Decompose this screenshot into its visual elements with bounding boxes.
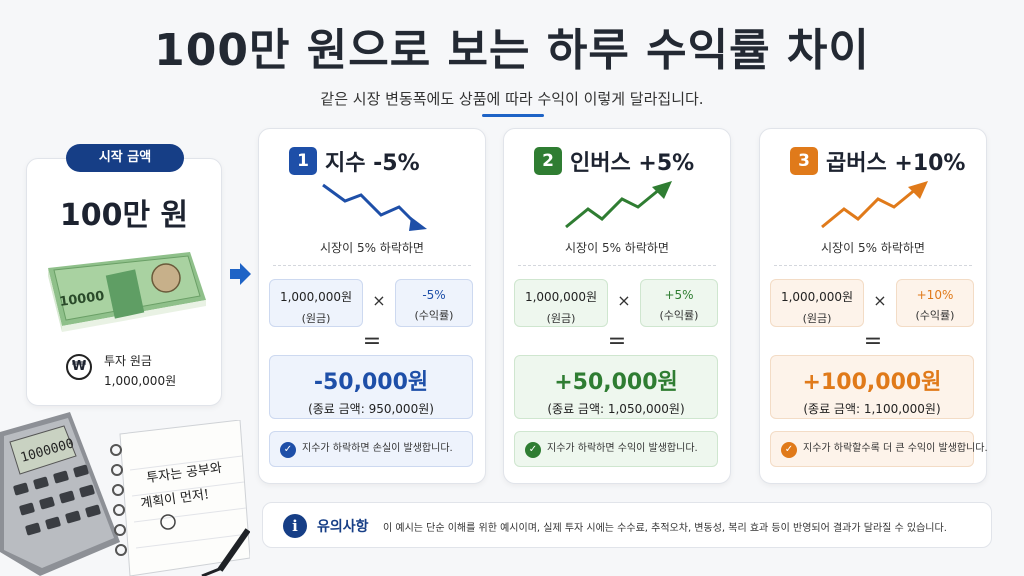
- note-text: 지수가 하락하면 수익이 발생합니다.: [547, 443, 698, 454]
- rate-value: -5%: [422, 288, 446, 302]
- equals-sign: =: [863, 329, 883, 354]
- note-text: 지수가 하락할수록 더 큰 수익이 발생합니다.: [803, 443, 988, 454]
- principal-label: (원금): [546, 312, 576, 325]
- won-icon: ₩: [66, 354, 92, 380]
- card-divider: [774, 265, 972, 266]
- principal-value: 1,000,000원: [780, 290, 854, 304]
- card-title: 곱버스 +10%: [826, 151, 966, 176]
- result-box: -50,000원 (종료 금액: 950,000원): [269, 355, 473, 419]
- trend-up-icon: [565, 181, 672, 229]
- card-divider: [273, 265, 471, 266]
- rate-label: (수익률): [414, 309, 454, 322]
- times-sign: ×: [617, 291, 631, 310]
- principal-label: (원금): [802, 312, 832, 325]
- times-sign: ×: [372, 291, 386, 310]
- card-condition: 시장이 5% 하락하면: [320, 241, 424, 255]
- card-condition: 시장이 5% 하락하면: [821, 241, 925, 255]
- check-icon: ✓: [280, 442, 296, 458]
- card-title: 인버스 +5%: [570, 151, 695, 176]
- rate-label: (수익률): [915, 309, 955, 322]
- equals-sign: =: [362, 329, 382, 354]
- check-icon: ✓: [781, 442, 797, 458]
- invest-label: 투자 원금: [104, 354, 152, 368]
- arrow-right-icon: [230, 263, 251, 285]
- result-box: +100,000원 (종료 금액: 1,100,000원): [770, 355, 974, 419]
- start-amount-pill: 시작 금액: [66, 144, 184, 172]
- principal-value: 1,000,000원: [279, 290, 353, 304]
- card-number: 2: [534, 147, 562, 175]
- info-icon: i: [283, 514, 307, 538]
- rate-box: +5% (수익률): [640, 279, 718, 327]
- note-box: ✓ 지수가 하락하면 손실이 발생합니다.: [269, 431, 473, 467]
- principal-label: (원금): [301, 312, 331, 325]
- calculator-icon: 1000000: [0, 412, 120, 576]
- trend-down-icon: [322, 183, 427, 231]
- money-stack-icon: 10000: [48, 252, 206, 332]
- principal-box: 1,000,000원 (원금): [514, 279, 608, 327]
- principal-value: 1,000,000원: [524, 290, 598, 304]
- principal-box: 1,000,000원 (원금): [269, 279, 363, 327]
- rate-value: +5%: [664, 288, 694, 302]
- card-number: 1: [289, 147, 317, 175]
- final-amount: (종료 금액: 1,100,000원): [803, 402, 941, 416]
- note-text: 지수가 하락하면 손실이 발생합니다.: [302, 443, 453, 454]
- page-title: 100만 원으로 보는 하루 수익률 차이: [154, 25, 870, 76]
- scenario-card-double-inverse: 3 곱버스 +10% 시장이 5% 하락하면 1,000,000원 (원금) ×…: [759, 128, 988, 484]
- card-divider: [518, 265, 716, 266]
- result-value: -50,000원: [313, 370, 429, 395]
- check-icon: ✓: [525, 442, 541, 458]
- page-subtitle: 같은 시장 변동폭에도 상품에 따라 수익이 이렇게 달라집니다.: [320, 90, 704, 108]
- bill-text: 10000: [58, 289, 105, 310]
- principal-box: 1,000,000원 (원금): [770, 279, 864, 327]
- scenario-card-inverse: 2 인버스 +5% 시장이 5% 하락하면 1,000,000원 (원금) × …: [503, 128, 731, 484]
- rate-label: (수익률): [659, 309, 699, 322]
- final-amount: (종료 금액: 950,000원): [308, 402, 434, 416]
- rate-box: -5% (수익률): [395, 279, 473, 327]
- invest-value: 1,000,000원: [104, 374, 177, 388]
- rate-value: +10%: [916, 288, 954, 302]
- card-condition: 시장이 5% 하락하면: [565, 241, 669, 255]
- card-number: 3: [790, 147, 818, 175]
- caution-text: 이 예시는 단순 이해를 위한 예시이며, 실제 투자 시에는 수수료, 추적오…: [383, 523, 947, 534]
- caution-title: 유의사항: [317, 519, 369, 535]
- result-value: +100,000원: [802, 370, 942, 395]
- result-box: +50,000원 (종료 금액: 1,050,000원): [514, 355, 718, 419]
- notepad-icon: [110, 420, 250, 576]
- equals-sign: =: [607, 329, 627, 354]
- trend-up-icon: [821, 181, 928, 229]
- subtitle-underline: [482, 114, 544, 117]
- caution-bar: i 유의사항 이 예시는 단순 이해를 위한 예시이며, 실제 투자 시에는 수…: [262, 502, 992, 548]
- scenario-card-index: 1 지수 -5% 시장이 5% 하락하면 1,000,000원 (원금) × -…: [258, 128, 486, 484]
- card-title: 지수 -5%: [325, 151, 420, 176]
- note-box: ✓ 지수가 하락할수록 더 큰 수익이 발생합니다.: [770, 431, 988, 467]
- rate-box: +10% (수익률): [896, 279, 974, 327]
- result-value: +50,000원: [554, 370, 678, 395]
- times-sign: ×: [873, 291, 887, 310]
- note-box: ✓ 지수가 하락하면 수익이 발생합니다.: [514, 431, 718, 467]
- final-amount: (종료 금액: 1,050,000원): [547, 402, 685, 416]
- start-amount-value: 100만 원: [59, 198, 189, 233]
